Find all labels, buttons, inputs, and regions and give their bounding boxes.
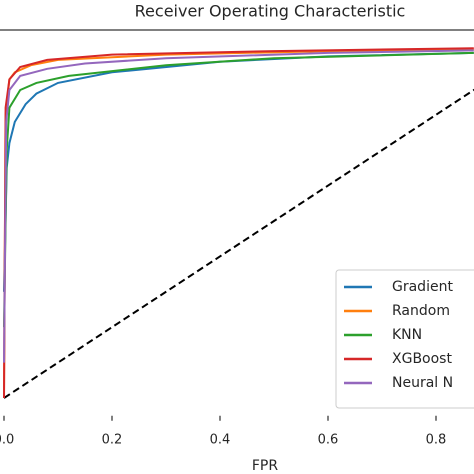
legend-box: [335, 269, 474, 409]
legend: Gradient Random KNN XGBoost Neural N: [335, 269, 474, 409]
x-tick-label: 0.8: [426, 433, 447, 448]
x-tick-label: 0.4: [210, 433, 231, 448]
roc-curve: [3, 51, 474, 292]
legend-label: XGBoost: [392, 351, 452, 367]
roc-curve: [3, 47, 474, 399]
chart-title: Receiver Operating Characteristic: [135, 2, 406, 21]
legend-label: Random: [392, 303, 450, 319]
legend-label: Neural N: [392, 375, 453, 391]
legend-label: Gradient: [392, 279, 453, 295]
x-tick-label: 0.0: [0, 433, 14, 448]
legend-label: KNN: [392, 327, 422, 343]
roc-curve: [3, 49, 474, 363]
x-tick-label: 0.6: [318, 433, 339, 448]
reference-line: [3, 88, 474, 399]
x-tick-label: 0.2: [102, 433, 123, 448]
roc-curve: [3, 51, 474, 328]
x-axis-label: FPR: [252, 458, 278, 474]
